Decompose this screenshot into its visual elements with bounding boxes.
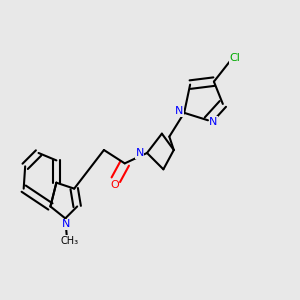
Text: N: N — [209, 117, 218, 127]
Text: O: O — [110, 180, 119, 190]
Text: CH₃: CH₃ — [60, 236, 78, 246]
Text: N: N — [62, 219, 70, 229]
Text: N: N — [175, 106, 183, 116]
Text: N: N — [135, 148, 144, 158]
Text: Cl: Cl — [229, 53, 240, 64]
